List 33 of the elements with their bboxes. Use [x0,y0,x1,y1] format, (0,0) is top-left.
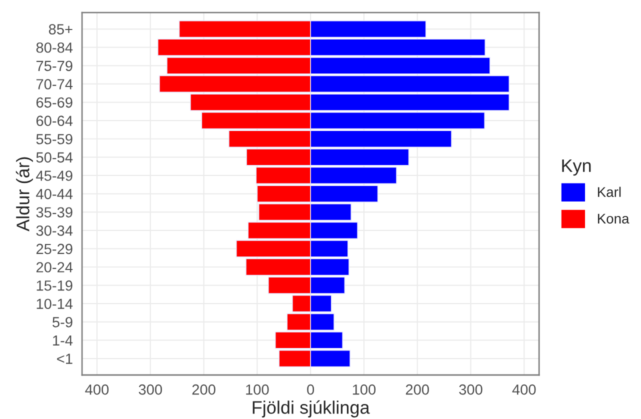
x-tick-label: 100 [246,384,269,395]
x-tick-label: 200 [192,384,216,395]
y-tick-label: 10-14 [36,298,73,310]
y-tick-label: 35-39 [36,207,72,218]
y-tick-label: 15-19 [36,280,72,291]
y-tick-label: 60-64 [36,116,73,126]
legend-label: Karl [598,186,621,197]
x-tick-label: 300 [138,384,162,395]
x-axis-title: Fjöldi sjúklinga [252,400,370,418]
y-axis-title: Aldur (ár) [16,157,33,232]
x-tick-label: 400 [85,384,109,395]
y-tick-label: 1-4 [53,335,73,346]
x-tick-label: 200 [406,384,429,395]
y-tick-label: 50-54 [36,152,73,163]
legend-title: Kyn [562,159,591,176]
y-tick-label: 65-69 [36,97,72,108]
y-tick-label: 55-59 [36,134,72,144]
y-tick-label: 75-79 [36,60,72,72]
x-tick-label: 300 [459,384,482,395]
y-tick-label: 85+ [48,24,72,34]
y-tick-label: 20-24 [36,262,73,272]
y-tick-label: 70-74 [36,79,73,90]
x-tick-label: 400 [512,384,536,395]
y-tick-label: 5-9 [52,317,72,328]
x-tick-label: 100 [352,384,376,395]
legend-label: Kona [598,214,630,224]
y-tick-label: 25-29 [36,244,72,254]
y-tick-label: <1 [57,354,72,364]
y-tick-label: 30-34 [36,226,73,236]
x-tick-label: 0 [307,384,314,395]
y-tick-label: 45-49 [36,170,72,181]
y-tick-label: 40-44 [36,188,73,200]
y-tick-label: 80-84 [36,42,73,53]
